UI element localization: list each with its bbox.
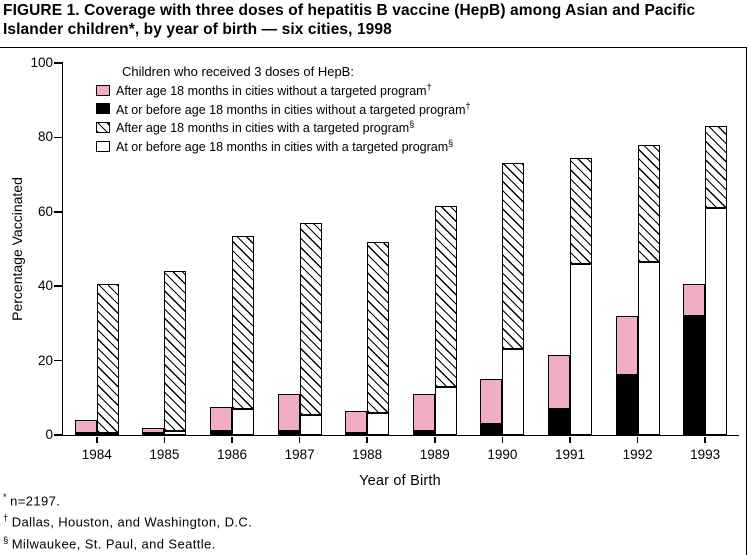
x-axis-tick	[569, 437, 571, 443]
x-tick-label: 1988	[352, 447, 383, 462]
legend-entry: After age 18 months in cities with a tar…	[96, 119, 471, 135]
figure-frame: Children who received 3 doses of HepB: A…	[0, 47, 747, 555]
x-axis-title: Year of Birth	[359, 473, 441, 489]
bar-1987-at-or-before-18mo-no-program	[277, 431, 300, 435]
x-axis-tick	[704, 437, 706, 443]
y-axis-tick	[54, 359, 63, 362]
bar-1992-after-18mo-program	[637, 144, 660, 263]
bar-1989-after-18mo-no-program	[412, 394, 435, 432]
black-swatch-icon	[96, 103, 110, 115]
y-tick-label: 20	[37, 352, 53, 368]
x-tick-label: 1985	[149, 447, 180, 462]
y-axis-tick	[54, 211, 63, 213]
x-axis-tick	[366, 437, 368, 443]
x-tick-label: 1987	[284, 447, 315, 462]
y-axis-tick	[54, 434, 63, 436]
bar-1987-after-18mo-no-program	[277, 394, 300, 432]
bar-1992-after-18mo-no-program	[615, 315, 638, 376]
bar-1991-after-18mo-no-program	[548, 355, 570, 409]
bar-1988-after-18mo-program	[367, 241, 390, 413]
bar-1984-after-18mo-no-program	[74, 420, 97, 434]
y-axis-tick	[54, 285, 63, 287]
bar-1984-at-or-before-18mo-no-program	[74, 433, 97, 435]
y-axis-tick	[54, 62, 63, 64]
x-axis-tick	[163, 437, 166, 443]
footnote: * n=2197.	[3, 492, 61, 509]
bar-1985-after-18mo-program	[164, 271, 187, 432]
y-tick-label: 80	[37, 129, 53, 145]
footnotes: * n=2197. † Dallas, Houston, and Washington…	[3, 489, 252, 553]
y-tick-label: 0	[45, 427, 53, 442]
bar-1992-at-or-before-18mo-no-program	[615, 375, 638, 435]
x-tick-label: 1993	[690, 447, 721, 462]
bar-1985-at-or-before-18mo-program	[164, 431, 187, 435]
x-tick-label: 1989	[419, 447, 450, 462]
bar-1991-at-or-before-18mo-no-program	[548, 408, 570, 435]
legend-label: At or before age 18 months in cities wit…	[116, 100, 471, 117]
x-axis-tick	[96, 437, 98, 443]
bar-1988-at-or-before-18mo-program	[367, 412, 390, 435]
footnote: § Milwaukee, St. Paul, and Seattle.	[3, 534, 216, 551]
y-tick-label: 60	[37, 203, 53, 219]
bar-1989-at-or-before-18mo-no-program	[412, 431, 435, 435]
y-axis-tick	[54, 136, 63, 139]
bar-1993-after-18mo-no-program	[683, 284, 706, 316]
x-axis-tick	[231, 437, 233, 443]
bar-1990-at-or-before-18mo-program	[502, 349, 525, 435]
bar-1993-after-18mo-program	[705, 126, 728, 209]
legend-entry: At or before age 18 months in cities wit…	[96, 138, 471, 154]
y-tick-label: 40	[37, 278, 53, 294]
bar-1993-at-or-before-18mo-program	[705, 208, 728, 435]
bar-1991-at-or-before-18mo-program	[570, 263, 592, 435]
legend-label: At or before age 18 months in cities wit…	[116, 137, 454, 155]
bar-1985-after-18mo-no-program	[142, 427, 165, 434]
x-tick-label: 1991	[554, 447, 586, 462]
x-tick-label: 1992	[622, 447, 653, 462]
white-swatch-icon	[96, 140, 110, 152]
y-tick-label: 100	[30, 55, 53, 70]
bar-1986-at-or-before-18mo-program	[232, 408, 254, 435]
x-tick-label: 1986	[216, 447, 248, 462]
bar-1988-after-18mo-no-program	[345, 410, 368, 434]
hatch-swatch-icon	[96, 121, 110, 133]
bar-1987-at-or-before-18mo-program	[299, 414, 322, 435]
x-axis-tick	[501, 437, 504, 443]
pink-swatch-icon	[96, 84, 110, 96]
bar-1984-at-or-before-18mo-program	[96, 433, 119, 435]
bar-1989-at-or-before-18mo-program	[434, 386, 457, 435]
bar-1992-at-or-before-18mo-program	[637, 262, 660, 435]
bar-1984-after-18mo-program	[96, 284, 119, 434]
x-tick-label: 1984	[81, 447, 112, 462]
footnote: † Dallas, Houston, and Washington, D.C.	[3, 513, 253, 530]
x-axis-tick	[298, 437, 301, 443]
plot-area: Children who received 3 doses of HepB: A…	[30, 55, 739, 462]
bar-1990-after-18mo-no-program	[480, 379, 503, 424]
figure-title: FIGURE 1. Coverage with three doses of h…	[3, 2, 696, 38]
legend-label: After age 18 months in cities with a tar…	[116, 119, 415, 136]
x-axis-tick	[434, 437, 436, 443]
y-axis-title: Percentage Vaccinated	[9, 177, 25, 321]
legend-entry: After age 18 months in cities without a …	[96, 82, 471, 98]
legend-label: After age 18 months in cities without a …	[116, 82, 432, 99]
bar-1986-after-18mo-no-program	[210, 407, 232, 432]
bar-1986-after-18mo-program	[232, 236, 254, 409]
chart-legend: Children who received 3 doses of HepB: A…	[96, 64, 471, 154]
bar-1990-after-18mo-program	[502, 163, 525, 350]
legend-entry: At or before age 18 months in cities wit…	[96, 101, 471, 117]
bar-1990-at-or-before-18mo-no-program	[480, 423, 503, 435]
bar-1989-after-18mo-program	[434, 206, 457, 387]
bar-1993-at-or-before-18mo-no-program	[683, 315, 706, 435]
legend-title: Children who received 3 doses of HepB:	[122, 64, 354, 79]
bar-1988-at-or-before-18mo-no-program	[345, 433, 368, 435]
legend-entries: After age 18 months in cities without a …	[96, 82, 471, 154]
bar-1987-after-18mo-program	[299, 222, 322, 415]
bar-1991-after-18mo-program	[570, 157, 592, 264]
bar-1986-at-or-before-18mo-no-program	[210, 431, 232, 435]
x-axis-tick	[636, 437, 639, 443]
bar-1985-at-or-before-18mo-no-program	[142, 433, 165, 435]
x-tick-label: 1990	[487, 447, 518, 462]
